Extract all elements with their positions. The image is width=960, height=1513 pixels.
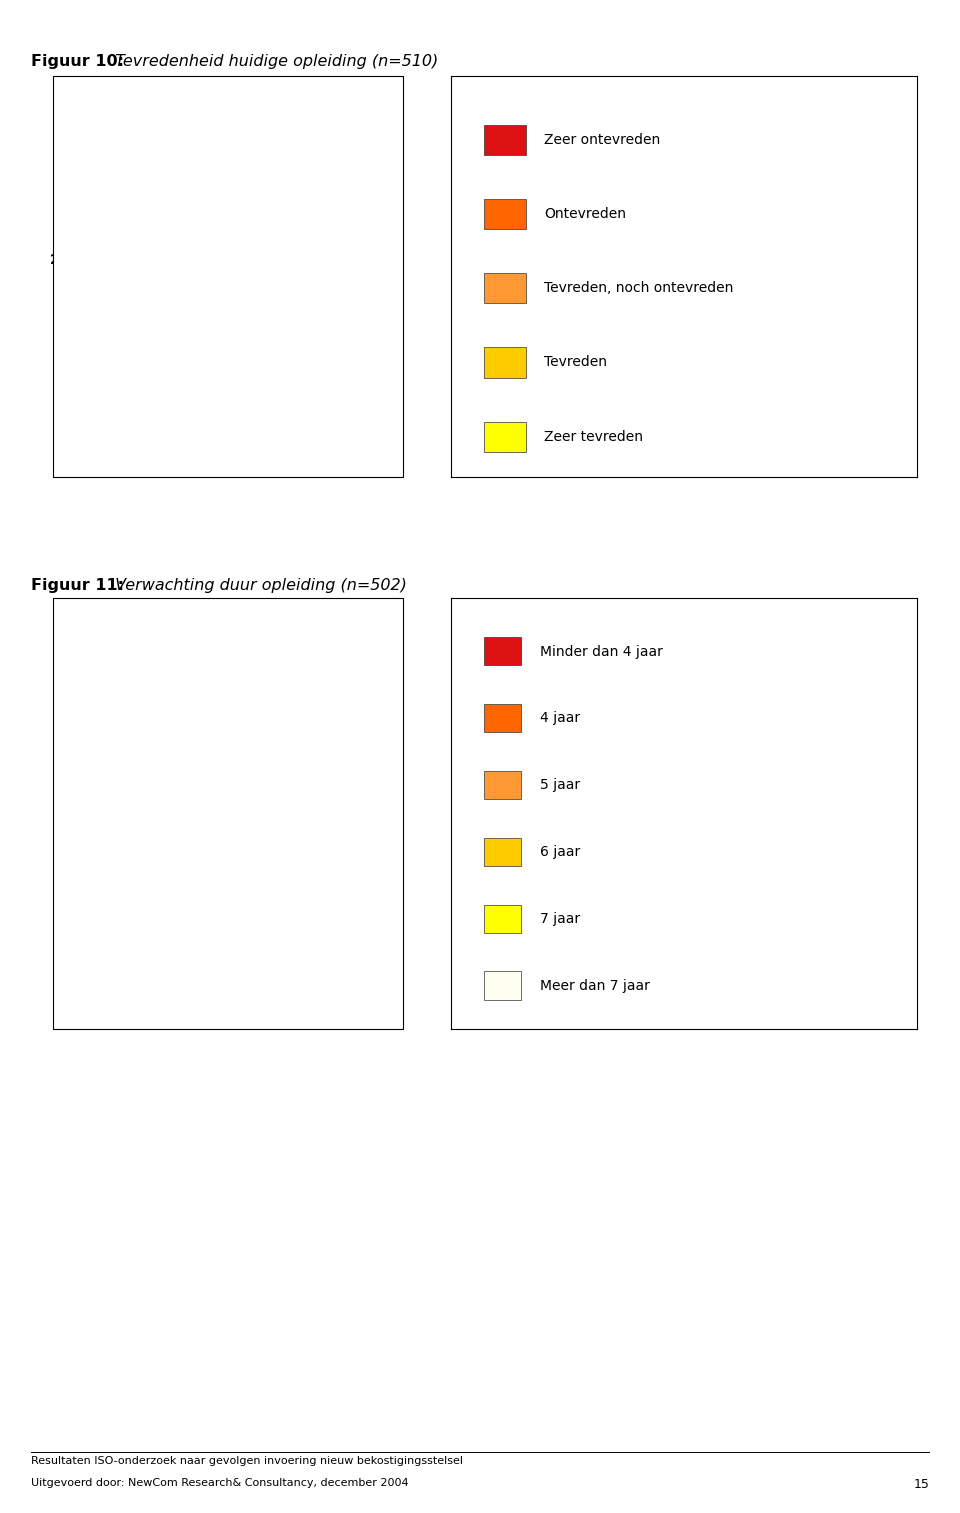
Text: 7%: 7% — [90, 336, 114, 350]
Text: 30%: 30% — [301, 713, 335, 726]
Text: Resultaten ISO-onderzoek naar gevolgen invoering nieuw bekostigingsstelsel: Resultaten ISO-onderzoek naar gevolgen i… — [31, 1456, 463, 1466]
Text: 40%: 40% — [116, 737, 150, 750]
Wedge shape — [96, 769, 228, 943]
Wedge shape — [164, 678, 228, 809]
Text: 21%: 21% — [50, 253, 84, 268]
Wedge shape — [228, 233, 360, 386]
Bar — [484, 637, 521, 666]
Wedge shape — [220, 676, 228, 809]
Text: Minder dan 4 jaar: Minder dan 4 jaar — [540, 645, 662, 658]
Wedge shape — [96, 144, 301, 409]
Text: 10%: 10% — [65, 858, 99, 871]
Bar — [484, 348, 526, 378]
Text: Zeer ontevreden: Zeer ontevreden — [544, 133, 660, 147]
Text: Figuur 11:: Figuur 11: — [31, 578, 124, 593]
Wedge shape — [228, 156, 323, 275]
Text: Meer dan 7 jaar: Meer dan 7 jaar — [540, 979, 650, 993]
Text: 12%: 12% — [320, 888, 353, 903]
Text: Zeer tevreden: Zeer tevreden — [544, 430, 643, 443]
Text: Uitgevoerd door: NewCom Research& Consultancy, december 2004: Uitgevoerd door: NewCom Research& Consul… — [31, 1478, 408, 1489]
Bar — [484, 200, 526, 228]
Bar — [484, 126, 526, 154]
Bar — [484, 274, 526, 304]
Wedge shape — [228, 183, 353, 275]
Bar — [484, 422, 526, 452]
Text: 4 jaar: 4 jaar — [540, 711, 580, 725]
Bar — [484, 971, 521, 1000]
Text: Tevreden: Tevreden — [544, 356, 608, 369]
Text: 1%: 1% — [160, 941, 184, 956]
Text: 6 jaar: 6 jaar — [540, 846, 580, 859]
Wedge shape — [228, 676, 306, 809]
Wedge shape — [228, 702, 360, 943]
Text: 7 jaar: 7 jaar — [540, 912, 580, 926]
Wedge shape — [102, 693, 228, 809]
Text: 5 jaar: 5 jaar — [540, 778, 580, 793]
Text: Tevreden, noch ontevreden: Tevreden, noch ontevreden — [544, 281, 733, 295]
Text: Verwachting duur opleiding (n=502): Verwachting duur opleiding (n=502) — [110, 578, 407, 593]
Text: Tevredenheid huidige opleiding (n=510): Tevredenheid huidige opleiding (n=510) — [110, 54, 439, 70]
Text: Ontevreden: Ontevreden — [544, 207, 626, 221]
Bar — [484, 838, 521, 865]
Bar — [484, 772, 521, 799]
Text: 15: 15 — [913, 1478, 929, 1492]
Text: 7%: 7% — [229, 959, 253, 973]
Text: 6%: 6% — [136, 386, 160, 399]
Text: 66%: 66% — [257, 160, 291, 174]
Bar — [484, 905, 521, 932]
Text: Figuur 10:: Figuur 10: — [31, 54, 124, 70]
Bar — [484, 704, 521, 732]
